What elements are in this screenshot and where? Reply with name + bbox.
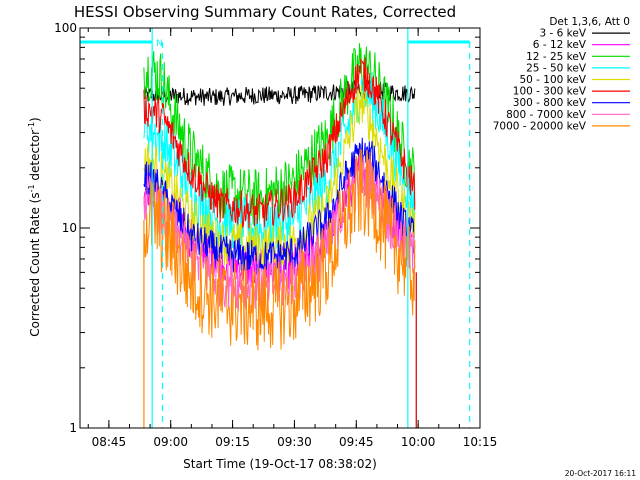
axes: 08:45 09:00 09:15 09:30 09:45 10:00 10:15 1 10 10… [54, 21, 497, 449]
legend-entry-0: 3 - 6 keV [539, 28, 586, 40]
x-tick-label-1: 09:00 [153, 435, 188, 449]
legend-entry-1: 6 - 12 keV [533, 39, 587, 51]
series-line-2 [143, 43, 416, 225]
orbit-markers: N [80, 28, 471, 428]
x-axis-label: Start Time (19-Oct-17 08:38:02) [183, 457, 377, 471]
series-line-5 [143, 57, 416, 229]
x-tick-label-0: 08:45 [92, 435, 127, 449]
x-tick-label-6: 10:15 [463, 435, 498, 449]
x-tick-label-3: 09:30 [277, 435, 312, 449]
legend-entry-6: 300 - 800 keV [513, 97, 587, 109]
chart-title: HESSI Observing Summary Count Rates, Cor… [74, 3, 456, 21]
y-tick-label-0: 1 [69, 421, 77, 435]
legend-entry-2: 12 - 25 keV [526, 51, 587, 63]
legend-entry-4: 50 - 100 keV [519, 74, 586, 86]
series-line-7 [143, 153, 416, 314]
legend-entry-5: 100 - 300 keV [513, 86, 587, 98]
legend-entry-7: 800 - 7000 keV [506, 109, 587, 121]
legend-header: Det 1,3,6, Att 0 [549, 16, 630, 28]
y-tick-label-2: 100 [54, 21, 77, 35]
series-line-4 [143, 84, 416, 269]
generation-timestamp: 20-Oct-2017 16:11 [565, 469, 636, 478]
y-tick-label-1: 10 [62, 221, 77, 235]
x-tick-label-5: 10:00 [401, 435, 436, 449]
series-traces [143, 43, 417, 428]
x-tick-label-4: 09:45 [339, 435, 374, 449]
legend-entry-3: 25 - 50 keV [526, 62, 587, 74]
series-line-8 [143, 149, 416, 351]
x-tick-label-2: 09:15 [215, 435, 250, 449]
night-marker-label: N [156, 39, 163, 49]
legend-entry-8: 7000 - 20000 keV [493, 120, 587, 132]
y-axis-label: Corrected Count Rate (s-1 detector-1) [27, 117, 42, 336]
